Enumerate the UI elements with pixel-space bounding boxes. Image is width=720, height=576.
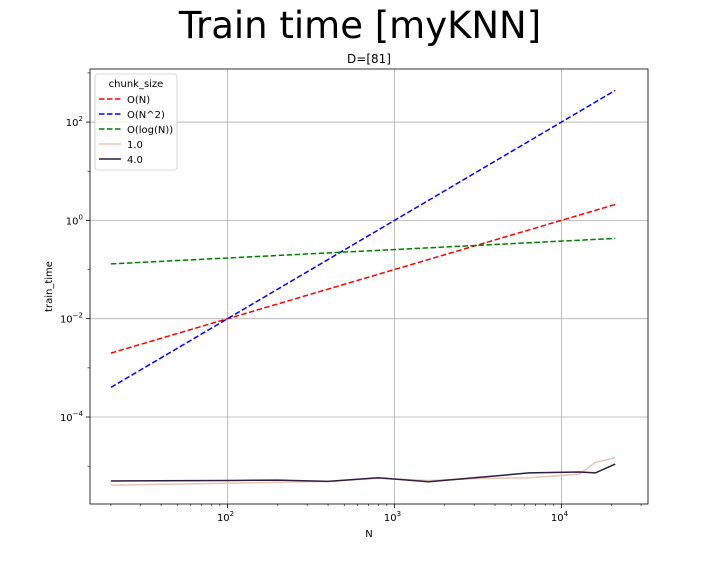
series-line-1 <box>110 203 616 354</box>
y-tick-label: 10−2 <box>60 312 83 326</box>
x-tick-label: 103 <box>384 510 401 524</box>
legend-entry-2: O(N^2) <box>127 110 165 121</box>
series-group <box>110 89 616 486</box>
grid-lines <box>90 69 648 504</box>
legend-box <box>94 73 178 171</box>
y-tick-label: 100 <box>66 213 83 227</box>
series-line-3 <box>110 237 616 265</box>
legend: chunk_size O(N) O(N^2) O(log(N)) 1.0 4.0 <box>94 73 178 171</box>
series-line-5 <box>110 463 616 483</box>
x-tick-label: 104 <box>551 510 569 524</box>
x-axis-label: N <box>365 529 372 540</box>
y-tick-label: 10−4 <box>60 410 84 424</box>
legend-title: chunk_size <box>109 79 164 90</box>
y-tick-label: 102 <box>66 115 83 129</box>
y-axis-label: train_time <box>44 261 55 312</box>
chart-title: D=[81] <box>347 52 391 66</box>
figure-suptitle: Train time [myKNN] <box>178 4 542 47</box>
legend-entry-5: 4.0 <box>127 155 143 166</box>
legend-entry-1: O(N) <box>127 95 150 106</box>
axes-frame <box>89 68 649 505</box>
x-tick-label: 102 <box>217 510 234 524</box>
legend-entry-3: O(log(N)) <box>127 125 173 136</box>
series-line-4 <box>110 457 616 486</box>
series-line-2 <box>110 89 616 389</box>
axis-ticks: 102 103 104 10−4 10−2 100 102 <box>60 72 642 524</box>
legend-entry-4: 1.0 <box>127 140 143 151</box>
